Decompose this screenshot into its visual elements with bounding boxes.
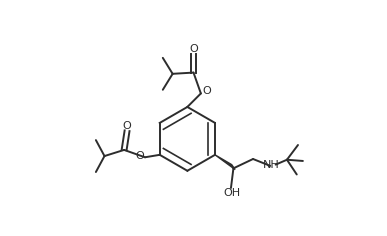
Text: O: O (135, 151, 144, 161)
Polygon shape (215, 155, 235, 169)
Text: O: O (189, 44, 198, 54)
Text: O: O (202, 86, 211, 97)
Text: NH: NH (263, 160, 280, 170)
Text: O: O (123, 121, 132, 131)
Text: OH: OH (224, 188, 241, 198)
